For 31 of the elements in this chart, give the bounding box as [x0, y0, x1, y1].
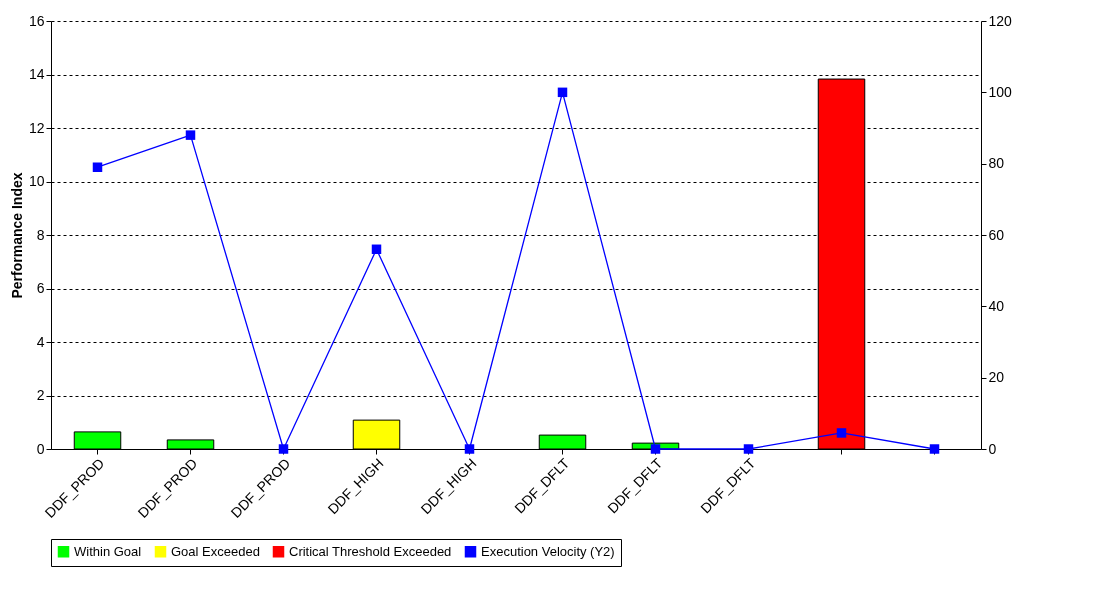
y2-tick-label: 20	[988, 369, 1005, 386]
legend-label: Within Goal	[74, 543, 142, 559]
y-tick-label: 6	[36, 280, 45, 296]
y2-tick-label: 40	[988, 297, 1005, 314]
point	[92, 162, 103, 172]
y2-tick-label: 80	[988, 155, 1005, 172]
point	[371, 244, 382, 255]
point	[464, 444, 475, 454]
y-tick-label: 2	[36, 387, 45, 403]
y-tick-label: 8	[36, 226, 45, 243]
legend-label: Critical Threshold Exceeded	[289, 543, 452, 559]
legend-label: Execution Velocity (Y2)	[481, 543, 615, 559]
point	[278, 444, 289, 454]
y2-tick-label: 100	[988, 83, 1013, 100]
point	[185, 130, 196, 140]
y-tick-label: 10	[28, 173, 45, 189]
y2-tick-label: 120	[988, 12, 1013, 29]
y2-tick-label: 60	[988, 226, 1005, 243]
y-axis-title: Performance Index	[8, 172, 25, 299]
y2-tick-label: 0	[988, 440, 997, 457]
point	[557, 87, 568, 98]
y-tick-label: 12	[28, 119, 45, 136]
y-tick-label: 0	[36, 440, 45, 457]
point	[650, 444, 661, 454]
legend-label: Goal Exceeded	[171, 543, 260, 559]
y-tick-label: 4	[36, 333, 45, 350]
y-tick-label: 16	[28, 12, 45, 29]
point	[929, 444, 940, 454]
point	[836, 428, 847, 438]
y-tick-label: 14	[28, 66, 45, 82]
point	[743, 444, 754, 454]
